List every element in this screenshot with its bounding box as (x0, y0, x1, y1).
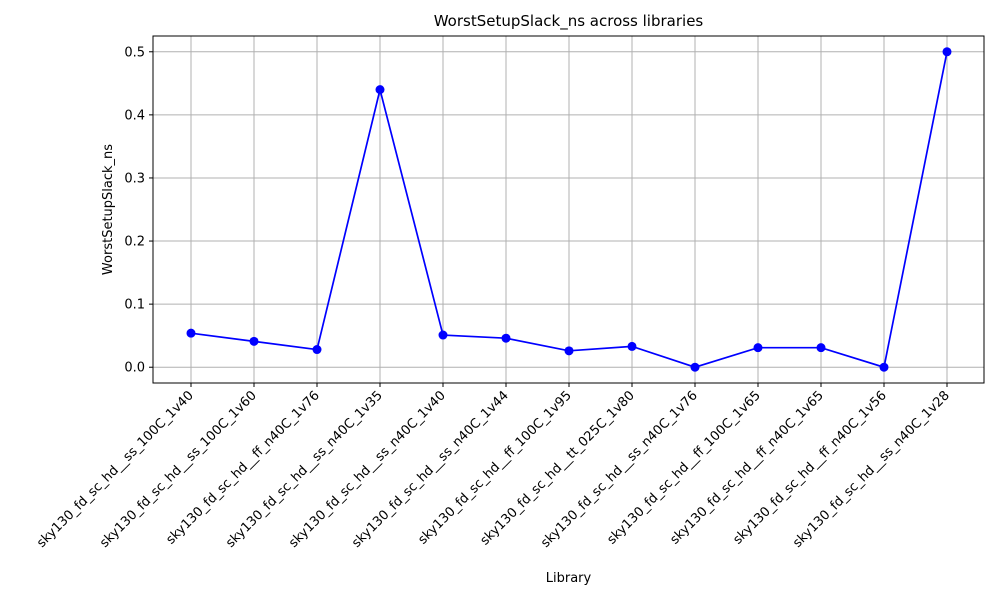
data-point (312, 345, 322, 355)
data-point (690, 362, 700, 372)
data-point (375, 85, 385, 95)
data-point (501, 333, 511, 343)
y-tick-label: 0.1 (124, 298, 145, 313)
y-axis-title: WorstSetupSlack_ns (101, 144, 116, 275)
data-point (942, 47, 952, 57)
data-point (627, 341, 637, 351)
data-series (186, 47, 952, 372)
data-point (879, 362, 889, 372)
y-tick-label: 0.2 (124, 235, 145, 250)
y-tick-label: 0.5 (124, 45, 145, 60)
data-point (438, 330, 448, 340)
y-tick-label: 0.3 (124, 171, 145, 186)
data-point (816, 343, 826, 353)
data-point (186, 328, 196, 338)
y-tick-label: 0.0 (124, 361, 145, 376)
grid-lines (153, 36, 984, 383)
data-point (249, 336, 259, 346)
chart-title: WorstSetupSlack_ns across libraries (434, 12, 704, 31)
x-axis-title: Library (546, 571, 592, 586)
data-point (564, 346, 574, 356)
y-tick-label: 0.4 (124, 108, 145, 123)
data-point (753, 343, 763, 353)
